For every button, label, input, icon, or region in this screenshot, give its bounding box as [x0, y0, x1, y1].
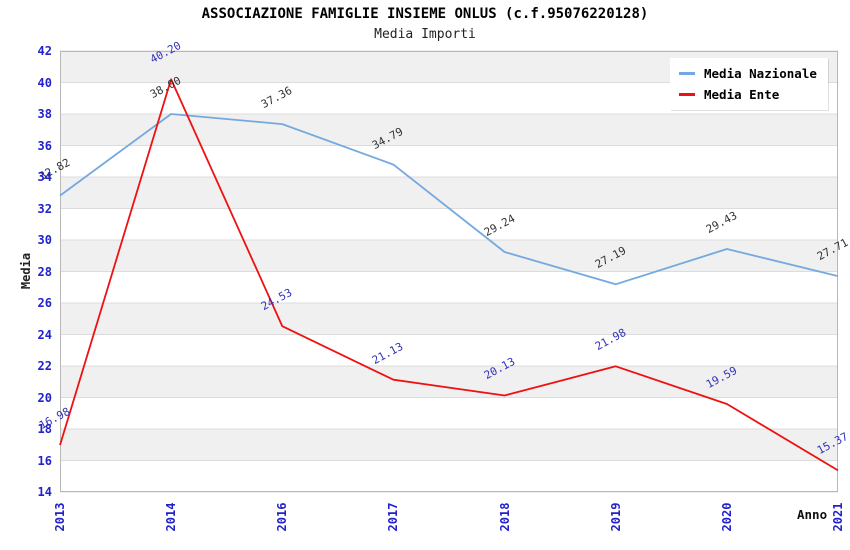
legend-label: Media Ente [704, 87, 780, 102]
legend-item-media-nazionale: Media Nazionale [676, 63, 822, 84]
plot-area: 32.82 38.00 37.36 34.79 29.24 27.19 29.43 27.71… [37, 39, 850, 493]
background-band [60, 208, 838, 240]
y-tick-label: 36 [37, 138, 52, 153]
legend-line-icon [679, 72, 695, 75]
y-tick-label: 38 [37, 107, 52, 121]
background-band [60, 366, 838, 398]
y-tick-label: 26 [37, 296, 52, 310]
background-band [60, 271, 838, 303]
chart-title: ASSOCIAZIONE FAMIGLIE INSIEME ONLUS (c.f… [201, 6, 649, 22]
x-axis-title: Anno [797, 507, 828, 522]
legend-label: Media Nazionale [704, 66, 817, 81]
series-line-media-nazionale [59, 113, 839, 286]
x-tick-label: 2013 [53, 502, 67, 532]
background-band [60, 114, 838, 146]
x-tick-label: 2017 [386, 502, 401, 532]
y-tick-label: 22 [37, 359, 52, 373]
x-tick-label: 2014 [164, 502, 179, 532]
y-tick-label: 30 [37, 233, 52, 247]
background-band [60, 145, 838, 177]
legend-item-media-ente: Media Ente [676, 84, 822, 105]
background-band [60, 177, 838, 209]
x-tick-label: 2018 [497, 502, 512, 532]
legend-line-icon [679, 93, 695, 96]
y-tick-label: 40 [37, 75, 52, 90]
y-tick-label: 24 [37, 327, 52, 342]
plot-border [60, 51, 838, 492]
x-tick-label: 2016 [275, 502, 290, 532]
plot-svg [59, 50, 839, 493]
background-band [60, 460, 838, 492]
background-band [60, 240, 838, 272]
background-band [60, 429, 838, 461]
y-tick-label: 28 [37, 264, 52, 279]
y-tick-label: 32 [37, 201, 52, 216]
background-band [60, 303, 838, 335]
y-tick-label: 20 [37, 390, 52, 405]
x-tick-label: 2021 [831, 502, 845, 532]
chart-subtitle: Media Importi [374, 27, 476, 42]
x-tick-label: 2019 [608, 502, 623, 532]
legend: Media Nazionale Media Ente [670, 58, 828, 110]
y-tick-label: 42 [37, 44, 52, 58]
y-tick-label: 14 [37, 485, 52, 499]
y-tick-label: 18 [37, 422, 52, 436]
y-tick-label: 16 [37, 453, 52, 468]
background-band [60, 334, 838, 366]
series-line-media-ente [59, 78, 839, 472]
background-band [60, 397, 838, 429]
x-tick-label: 2020 [719, 502, 734, 532]
y-tick-label: 34 [37, 170, 52, 184]
